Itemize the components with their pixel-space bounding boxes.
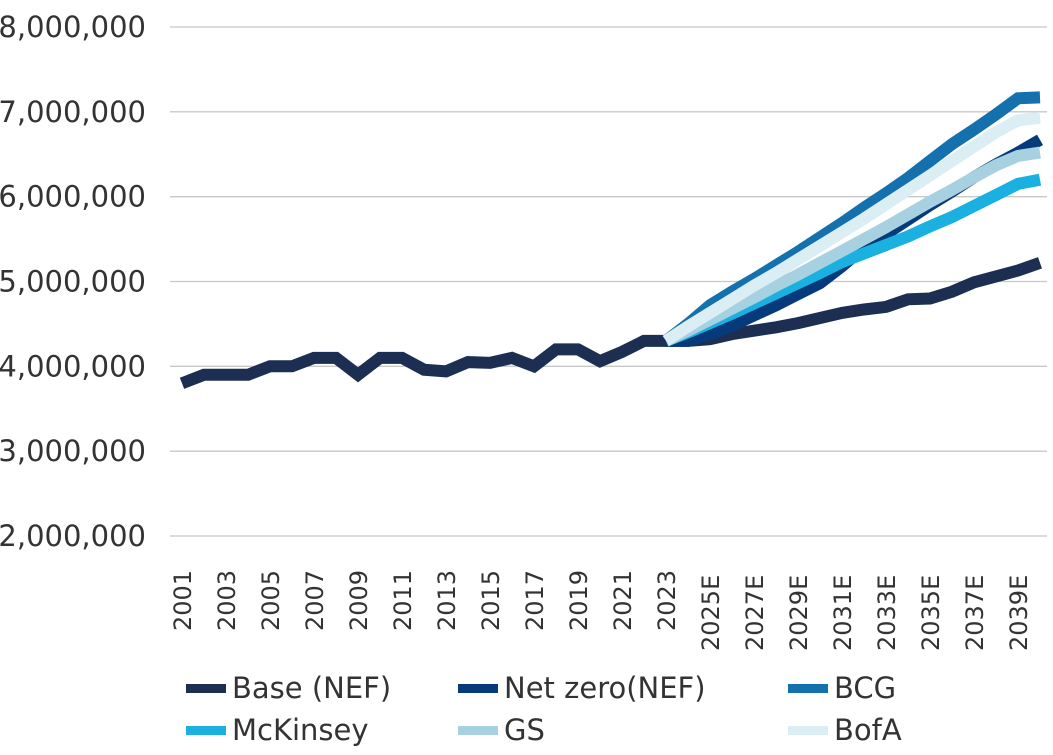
legend-item-mckinsey[interactable]: McKinsey xyxy=(186,710,369,750)
legend-item-net-zero-nef[interactable]: Net zero(NEF) xyxy=(458,668,706,708)
y-tick-label: 3,000,000 xyxy=(0,434,146,468)
x-tick-label: 2009 xyxy=(345,570,373,631)
legend-label: McKinsey xyxy=(232,713,369,747)
x-tick-label: 2037E xyxy=(961,575,989,651)
y-axis-ticks: 2,000,000 3,000,000 4,000,000 5,000,000 6,00… xyxy=(0,10,146,553)
x-tick-label: 2015 xyxy=(477,570,505,631)
gridlines xyxy=(170,26,1047,537)
legend-swatch xyxy=(186,683,226,693)
x-tick-label: 2011 xyxy=(389,570,417,631)
y-tick-label: 6,000,000 xyxy=(0,180,146,214)
x-tick-label: 2005 xyxy=(257,570,285,631)
legend-item-bofa[interactable]: BofA xyxy=(788,710,902,750)
x-tick-label: 2021 xyxy=(609,570,637,631)
x-tick-label: 2029E xyxy=(785,575,813,651)
legend-label: Net zero(NEF) xyxy=(504,671,706,705)
legend-swatch xyxy=(788,725,828,735)
x-tick-label: 2017 xyxy=(521,570,549,631)
series-lines xyxy=(179,91,1044,389)
legend-label: GS xyxy=(504,713,545,747)
legend-label: Base (NEF) xyxy=(232,671,392,705)
legend-item-gs[interactable]: GS xyxy=(458,710,545,750)
x-axis-ticks: 2001 2003 2005 2007 2009 2011 2013 2015 2017 2019… xyxy=(169,570,1033,651)
x-tick-label: 2031E xyxy=(829,575,857,651)
y-tick-label: 7,000,000 xyxy=(0,95,146,129)
legend-label: BCG xyxy=(834,671,897,705)
series-line-bcg xyxy=(662,91,1041,346)
x-tick-label: 2039E xyxy=(1005,575,1033,651)
x-tick-label: 2035E xyxy=(917,575,945,651)
series-line-gs xyxy=(663,146,1041,347)
y-tick-label: 2,000,000 xyxy=(0,519,146,553)
x-tick-label: 2013 xyxy=(433,570,461,631)
legend-item-bcg[interactable]: BCG xyxy=(788,668,896,708)
x-tick-label: 2027E xyxy=(741,575,769,651)
legend-swatch xyxy=(458,683,498,693)
y-tick-label: 5,000,000 xyxy=(0,265,146,299)
series-line-bofa xyxy=(662,111,1041,346)
legend-swatch xyxy=(788,683,828,693)
y-tick-label: 8,000,000 xyxy=(0,10,146,44)
series-line-base-nef xyxy=(179,257,1042,389)
legend-swatch xyxy=(186,725,226,735)
y-tick-label: 4,000,000 xyxy=(0,349,146,383)
x-tick-label: 2001 xyxy=(169,570,197,631)
line-chart: 2,000,000 3,000,000 4,000,000 5,000,000 6,00… xyxy=(0,10,1047,651)
x-tick-label: 2033E xyxy=(873,575,901,651)
x-tick-label: 2007 xyxy=(301,570,329,631)
x-tick-label: 2003 xyxy=(213,570,241,631)
x-tick-label: 2023 xyxy=(653,570,681,631)
legend-swatch xyxy=(458,725,498,735)
x-tick-label: 2025E xyxy=(697,575,725,651)
legend-label: BofA xyxy=(834,713,902,747)
legend-item-base-nef[interactable]: Base (NEF) xyxy=(186,668,391,708)
x-tick-label: 2019 xyxy=(565,570,593,631)
